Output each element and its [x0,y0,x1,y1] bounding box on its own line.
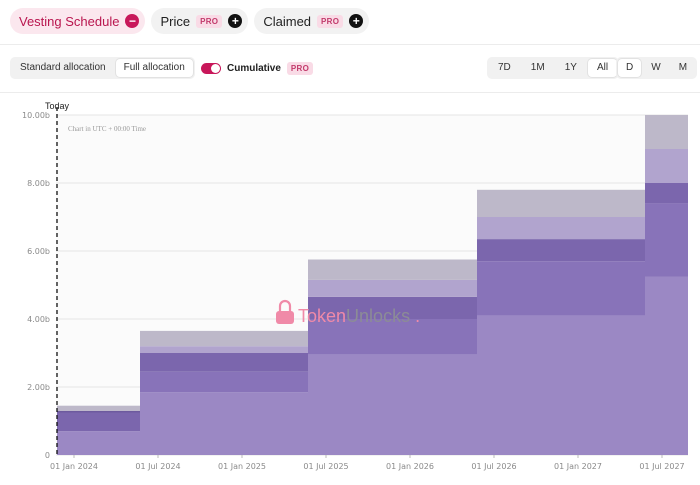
pro-badge: PRO [286,62,314,75]
area-segment [140,392,308,455]
remove-icon[interactable]: − [125,14,140,28]
cumulative-control: Cumulative PRO [201,62,314,75]
x-tick-label: 01 Jan 2026 [386,462,434,471]
x-tick-label: 01 Jul 2027 [639,462,684,471]
range-1y[interactable]: 1Y [564,62,577,73]
area-segment [645,149,688,183]
area-segment [477,239,645,262]
x-tick-label: 01 Jul 2024 [135,462,180,471]
area-segment [477,261,645,316]
tab-label: Vesting Schedule [19,13,120,29]
range-all[interactable]: All [587,59,618,77]
divider [0,92,700,93]
tab-price[interactable]: Price PRO + [151,8,249,34]
area-segment [477,315,645,455]
y-tick-label: 0 [45,451,50,460]
x-axis: 01 Jan 2024 01 Jul 2024 01 Jan 2025 01 Jul … [50,455,685,471]
area-segment [57,412,140,432]
y-tick-label: 8.00b [27,179,50,188]
granularity-day[interactable]: D [618,59,642,77]
range-1m[interactable]: 1M [530,62,545,73]
series-areas [57,115,688,455]
y-tick-label: 4.00b [27,315,50,324]
watermark-text: TokenUnlocks . [298,306,420,326]
area-segment [645,115,688,149]
timezone-note: Chart in UTC + 00:00 Time [68,125,146,133]
area-segment [308,354,477,455]
area-segment [477,217,645,240]
tab-claimed[interactable]: Claimed PRO + [254,8,370,34]
area-segment [57,405,140,411]
range-7d[interactable]: 7D [498,62,511,73]
time-range-selector: 7D 1M 1Y All [487,57,620,79]
granularity-selector: D W M [616,57,698,79]
cumulative-label: Cumulative [227,63,281,74]
x-tick-label: 01 Jan 2024 [50,462,98,471]
area-segment [140,353,308,372]
pro-badge: PRO [317,14,344,28]
area-segment [645,276,688,455]
standard-allocation-option[interactable]: Standard allocation [20,62,106,73]
lock-icon [276,299,294,324]
area-segment [645,203,688,277]
add-icon[interactable]: + [349,14,364,28]
divider [0,44,700,45]
area-segment [57,410,140,413]
pro-badge: PRO [196,14,223,28]
area-segment [140,371,308,393]
x-tick-label: 01 Jan 2027 [554,462,602,471]
area-segment [477,189,645,217]
area-segment [645,183,688,204]
x-tick-label: 01 Jan 2025 [218,462,266,471]
area-segment [308,279,477,297]
x-tick-label: 01 Jul 2025 [303,462,348,471]
today-label: Today [45,101,70,111]
area-segment [57,431,140,455]
area-segment [308,296,477,319]
tab-label: Price [160,13,191,29]
y-tick-label: 10.00b [22,111,50,120]
area-segment [308,259,477,280]
add-icon[interactable]: + [228,14,243,28]
area-segment [308,319,477,355]
y-tick-label: 2.00b [27,383,50,392]
granularity-month[interactable]: M [678,62,688,73]
tab-label: Claimed [263,13,312,29]
y-axis: 0 2.00b 4.00b 6.00b 8.00b 10.00b [22,111,50,460]
y-tick-label: 6.00b [27,247,50,256]
tab-vesting-schedule[interactable]: Vesting Schedule − [10,8,146,34]
granularity-week[interactable]: W [651,62,661,73]
watermark: TokenUnlocks . [276,299,420,326]
area-segment [140,330,308,347]
allocation-toggle: Standard allocation Full allocation [10,57,195,79]
vesting-chart: TokenUnlocks . Chart in UTC + 00:00 Time… [22,101,688,471]
full-allocation-option[interactable]: Full allocation [115,59,193,77]
cumulative-switch[interactable] [201,63,221,74]
view-tabs: Vesting Schedule − Price PRO + Claimed P… [10,8,370,34]
x-tick-label: 01 Jul 2026 [471,462,516,471]
area-segment [140,346,308,353]
